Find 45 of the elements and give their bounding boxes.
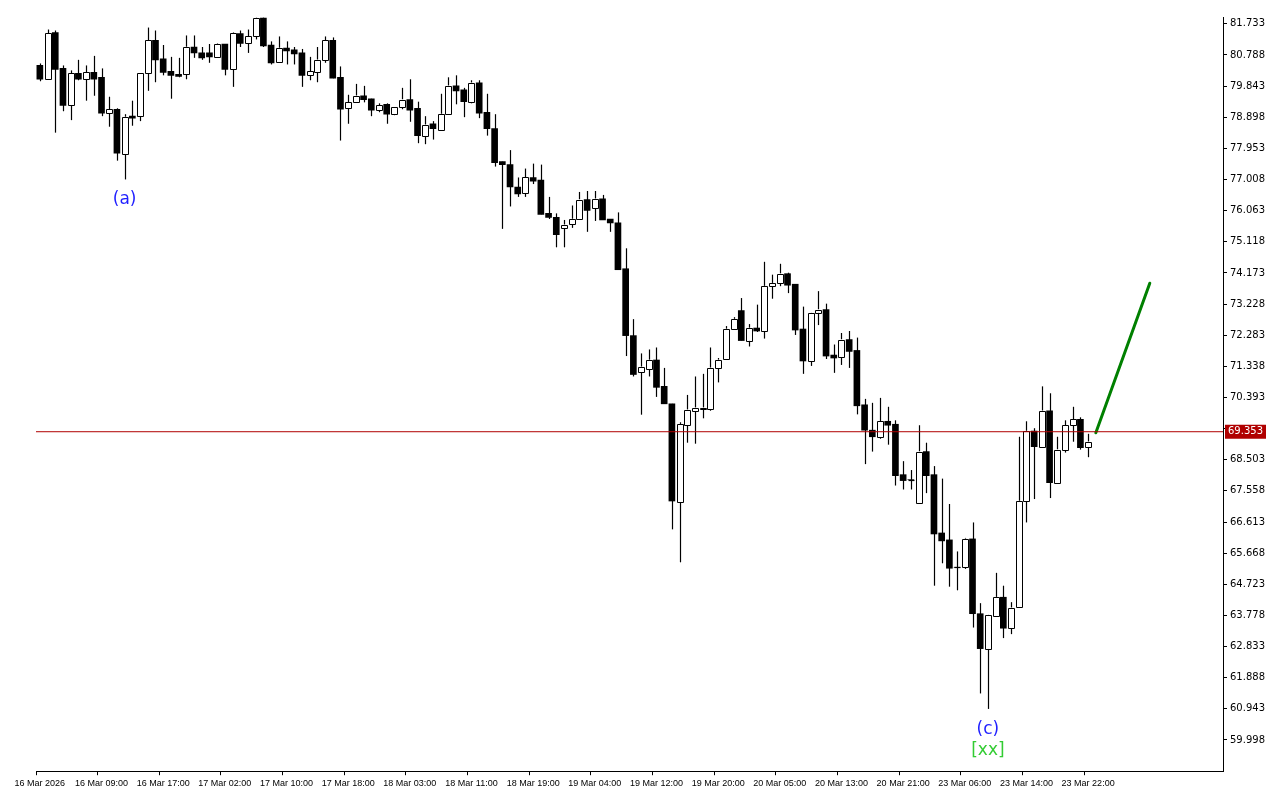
y-tick-label: 61.888 (1230, 671, 1266, 683)
y-tick-label: 60.943 (1230, 702, 1266, 714)
y-tick-label: 70.393 (1230, 391, 1266, 403)
x-tick-label: 16 Mar 2026 (14, 778, 66, 789)
y-tick-label: 63.778 (1230, 609, 1266, 621)
x-tick-label: 17 Mar 10:00 (259, 778, 314, 789)
y-tick-label: 71.338 (1230, 359, 1266, 371)
y-tick-label: 73.228 (1230, 297, 1266, 309)
y-tick-label: 77.953 (1230, 141, 1266, 153)
y-tick-label: 67.558 (1230, 484, 1266, 496)
y-tick-label: 76.063 (1230, 204, 1266, 216)
annotation: (c) (976, 717, 1000, 738)
y-tick-label: 77.008 (1230, 173, 1266, 185)
x-tick-label: 18 Mar 03:00 (383, 778, 437, 789)
x-tick-label: 20 Mar 21:00 (876, 778, 930, 789)
y-tick-label: 78.898 (1230, 110, 1266, 122)
y-tick-label: 80.788 (1230, 48, 1266, 60)
x-tick-label: 23 Mar 14:00 (999, 778, 1053, 789)
x-tick-label: 23 Mar 22:00 (1061, 778, 1115, 789)
x-tick-label: 23 Mar 06:00 (938, 778, 992, 789)
x-tick-label: 19 Mar 12:00 (629, 778, 684, 789)
y-tick-label: 74.173 (1230, 266, 1266, 278)
annotation: (a) (112, 188, 137, 209)
x-tick-label: 18 Mar 19:00 (506, 778, 560, 789)
x-tick-label: 18 Mar 11:00 (445, 778, 498, 789)
x-tick-label: 20 Mar 13:00 (814, 778, 868, 789)
y-tick-label: 64.723 (1230, 577, 1266, 589)
y-tick-label: 59.998 (1230, 733, 1266, 745)
y-tick-label: 66.613 (1230, 515, 1266, 527)
x-tick-label: 17 Mar 02:00 (198, 778, 252, 789)
x-tick-label: 19 Mar 20:00 (691, 778, 745, 789)
x-tick-label: 16 Mar 09:00 (74, 778, 129, 789)
y-tick-label: 81.733 (1230, 17, 1266, 29)
ref-line-label: 69.353 (1228, 425, 1264, 437)
x-tick-label: 16 Mar 17:00 (136, 778, 190, 789)
y-tick-label: 79.843 (1230, 79, 1266, 91)
y-tick-label: 68.503 (1230, 453, 1266, 465)
y-tick-label: 65.668 (1230, 546, 1266, 558)
annotation: [xx] (971, 738, 1005, 759)
y-tick-label: 72.283 (1230, 328, 1266, 340)
y-tick-label: 62.833 (1230, 640, 1266, 652)
x-tick-label: 19 Mar 04:00 (568, 778, 622, 789)
x-tick-label: 20 Mar 05:00 (753, 778, 807, 789)
y-tick-label: 75.118 (1230, 235, 1266, 247)
x-tick-label: 17 Mar 18:00 (321, 778, 375, 789)
